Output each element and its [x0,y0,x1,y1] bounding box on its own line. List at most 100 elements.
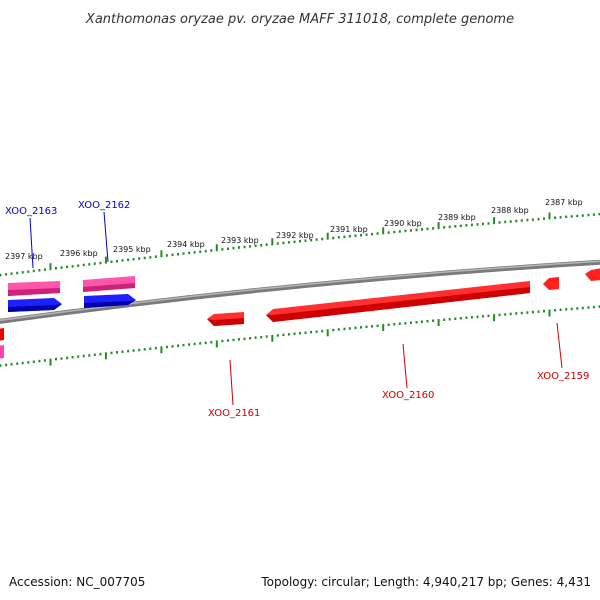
minor-tick [409,229,412,232]
minor-tick [598,212,600,216]
minor-tick [204,249,207,253]
gene-feature-red [543,277,559,290]
major-tick [493,314,496,322]
gene-feature-red [266,287,530,322]
minor-tick [143,348,146,351]
minor-tick [432,319,435,322]
genome-backbone-highlight [0,260,600,322]
minor-tick [454,225,457,228]
minor-tick [432,227,435,230]
minor-tick [132,349,135,352]
leader-line [103,211,109,263]
minor-tick [38,359,41,363]
minor-tick [77,355,80,358]
minor-tick [448,318,451,321]
minor-tick [88,263,91,266]
minor-tick [43,268,46,271]
gene-feature-red [207,318,244,326]
minor-tick [315,238,318,241]
minor-tick [398,230,401,233]
minor-tick [365,325,368,329]
minor-tick [531,218,534,221]
minor-tick [16,271,19,275]
leader-line [29,217,34,269]
minor-tick [287,241,290,244]
major-tick [49,263,52,271]
minor-tick [132,258,135,261]
minor-tick [110,260,113,263]
minor-tick [287,333,290,336]
minor-tick [343,327,346,331]
forward-genes [8,276,136,312]
minor-tick [60,357,63,360]
minor-tick [509,220,512,223]
minor-tick [0,273,2,277]
major-tick [437,222,440,230]
minor-tick [537,217,540,221]
minor-tick [348,235,351,238]
major-tick [437,319,440,326]
minor-tick [66,265,69,269]
minor-tick [21,271,24,274]
minor-tick [565,215,568,219]
minor-tick [260,335,263,339]
minor-tick [0,364,2,367]
minor-tick [587,306,590,309]
minor-tick [221,339,224,343]
minor-tick [138,348,141,352]
minor-tick [476,223,479,226]
minor-tick [581,214,584,217]
minor-tick [193,342,196,346]
minor-tick [154,255,157,258]
minor-tick [254,244,257,248]
minor-tick [565,308,568,311]
minor-tick [5,273,8,276]
minor-tick [193,251,196,254]
minor-tick [243,245,246,249]
gene-feature-blue [84,300,136,308]
minor-tick [504,313,507,316]
minor-tick [426,320,429,323]
gene-label: XOO_2159 [537,371,589,382]
topology-text: Topology: circular; Length: 4,940,217 bp… [260,575,591,589]
minor-tick [404,229,407,233]
minor-tick [171,253,174,257]
minor-tick [509,312,512,316]
minor-tick [498,221,501,224]
minor-tick [254,336,257,339]
minor-tick [182,343,185,347]
minor-tick [592,305,595,309]
minor-tick [249,245,252,248]
gene-feature-pink [83,283,135,292]
minor-tick [537,310,540,313]
minor-tick [576,307,579,310]
minor-tick [443,226,446,229]
minor-tick [581,306,584,310]
major-tick [271,334,274,342]
minor-tick [282,241,285,245]
minor-tick [465,224,468,227]
minor-tick [165,345,168,349]
scale-label: 2389 kbp [438,213,476,222]
minor-tick [587,213,590,217]
minor-tick [55,267,57,270]
leader-line [402,343,408,389]
minor-tick [188,251,191,255]
scale-label: 2391 kbp [330,225,368,234]
minor-tick [276,334,279,337]
minor-tick [443,318,446,321]
major-tick [160,250,163,258]
minor-tick [354,326,357,330]
reverse-genes [0,268,600,359]
major-tick [104,256,107,264]
minor-tick [27,361,30,364]
major-tick [215,244,218,252]
minor-tick [82,263,85,267]
minor-tick [304,239,307,242]
inner-scale [0,305,600,367]
minor-tick [188,343,191,346]
minor-tick [465,316,468,319]
minor-tick [260,244,263,247]
minor-tick [487,314,490,318]
